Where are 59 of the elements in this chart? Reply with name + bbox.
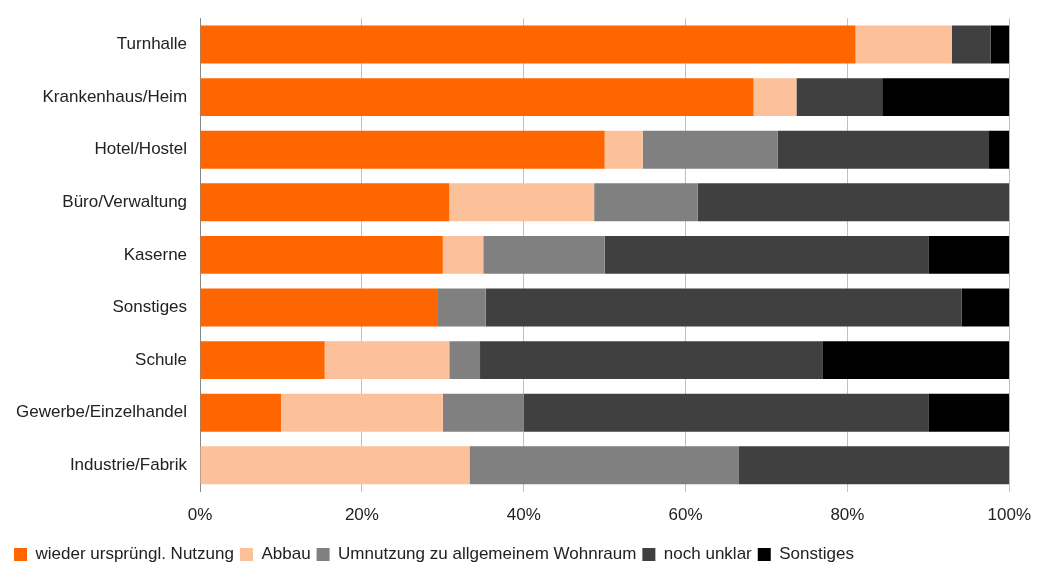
y-tick-label: Krankenhaus/Heim [42, 86, 188, 106]
bar [882, 78, 1010, 117]
bar [449, 183, 595, 222]
x-tick-label: 20% [344, 505, 379, 525]
bar [822, 341, 1010, 380]
bar [200, 25, 856, 64]
bar [951, 25, 991, 64]
y-tick-label: Hotel/Hostel [94, 139, 188, 159]
bar [437, 288, 486, 327]
y-tick-label: Gewerbe/Einzelhandel [15, 402, 188, 422]
bar [449, 341, 481, 380]
legend-label: Umnutzung zu allgemeinem Wohnraum [338, 544, 637, 564]
bar [796, 78, 883, 117]
x-tick-label: 100% [987, 505, 1031, 525]
bar [777, 130, 990, 169]
bar [442, 235, 484, 274]
legend-label: noch unklar [663, 544, 753, 564]
bar [442, 393, 524, 432]
y-tick-label: Schule [135, 349, 188, 369]
bar [200, 341, 325, 380]
bar [469, 446, 739, 485]
bar [480, 341, 823, 380]
bar [928, 235, 1010, 274]
bar [990, 25, 1010, 64]
bar [483, 235, 605, 274]
x-tick-label: 60% [668, 505, 703, 525]
bar [738, 446, 1010, 485]
bar [604, 130, 643, 169]
bar [855, 25, 952, 64]
bar [928, 393, 1010, 432]
legend-label: Abbau [261, 544, 311, 564]
bar [697, 183, 1010, 222]
y-tick-label: Industrie/Fabrik [69, 454, 188, 474]
x-tick-label: 0% [187, 505, 213, 525]
bar [200, 446, 470, 485]
y-tick-label: Turnhalle [116, 34, 188, 54]
legend-label: wieder ursprüngl. Nutzung [34, 544, 234, 564]
bar [989, 130, 1010, 169]
bar [324, 341, 450, 380]
bar [604, 235, 929, 274]
bar [523, 393, 929, 432]
bar [200, 288, 438, 327]
x-tick-label: 40% [506, 505, 541, 525]
bar [642, 130, 778, 169]
bar [200, 393, 281, 432]
bar [200, 130, 605, 169]
bar [200, 183, 450, 222]
y-tick-label: Sonstiges [112, 297, 188, 317]
bar [200, 78, 754, 117]
y-tick-label: Büro/Verwaltung [62, 191, 188, 211]
bar [961, 288, 1010, 327]
x-tick-label: 80% [830, 505, 865, 525]
bar [753, 78, 797, 117]
bar [594, 183, 698, 222]
bar [200, 235, 443, 274]
bar [485, 288, 962, 327]
legend-label: Sonstiges [779, 544, 854, 564]
bar [280, 393, 443, 432]
y-tick-label: Kaserne [123, 244, 188, 264]
